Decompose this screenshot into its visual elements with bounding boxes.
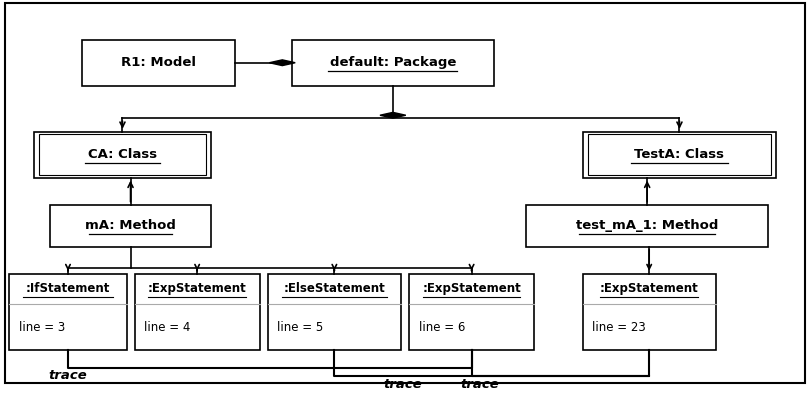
Text: trace: trace bbox=[384, 378, 422, 391]
Bar bbox=[582, 132, 776, 178]
Polygon shape bbox=[270, 60, 295, 66]
Bar bbox=[82, 40, 236, 86]
Text: trace: trace bbox=[49, 370, 87, 383]
Bar bbox=[268, 273, 401, 350]
Text: line = 6: line = 6 bbox=[419, 321, 465, 334]
Text: mA: Method: mA: Method bbox=[85, 219, 176, 232]
Bar bbox=[50, 204, 211, 247]
Polygon shape bbox=[380, 112, 406, 118]
Bar bbox=[292, 40, 494, 86]
Bar bbox=[34, 132, 211, 178]
Text: line = 4: line = 4 bbox=[144, 321, 190, 334]
Text: line = 3: line = 3 bbox=[19, 321, 66, 334]
Text: trace: trace bbox=[460, 378, 499, 391]
Bar bbox=[40, 134, 206, 175]
Text: line = 5: line = 5 bbox=[278, 321, 324, 334]
Text: :ExpStatement: :ExpStatement bbox=[147, 282, 246, 296]
Text: :IfStatement: :IfStatement bbox=[26, 282, 110, 296]
Bar bbox=[10, 273, 126, 350]
Text: TestA: Class: TestA: Class bbox=[634, 148, 724, 161]
Bar bbox=[588, 134, 770, 175]
Text: :ExpStatement: :ExpStatement bbox=[600, 282, 698, 296]
Bar bbox=[526, 204, 768, 247]
Text: :ElseStatement: :ElseStatement bbox=[284, 282, 386, 296]
Text: test_mA_1: Method: test_mA_1: Method bbox=[576, 219, 718, 232]
Text: line = 23: line = 23 bbox=[592, 321, 646, 334]
Text: default: Package: default: Package bbox=[330, 56, 456, 69]
Text: :ExpStatement: :ExpStatement bbox=[422, 282, 521, 296]
Text: CA: Class: CA: Class bbox=[88, 148, 157, 161]
Bar bbox=[582, 273, 716, 350]
Bar bbox=[409, 273, 534, 350]
Text: R1: Model: R1: Model bbox=[122, 56, 196, 69]
Bar bbox=[134, 273, 260, 350]
